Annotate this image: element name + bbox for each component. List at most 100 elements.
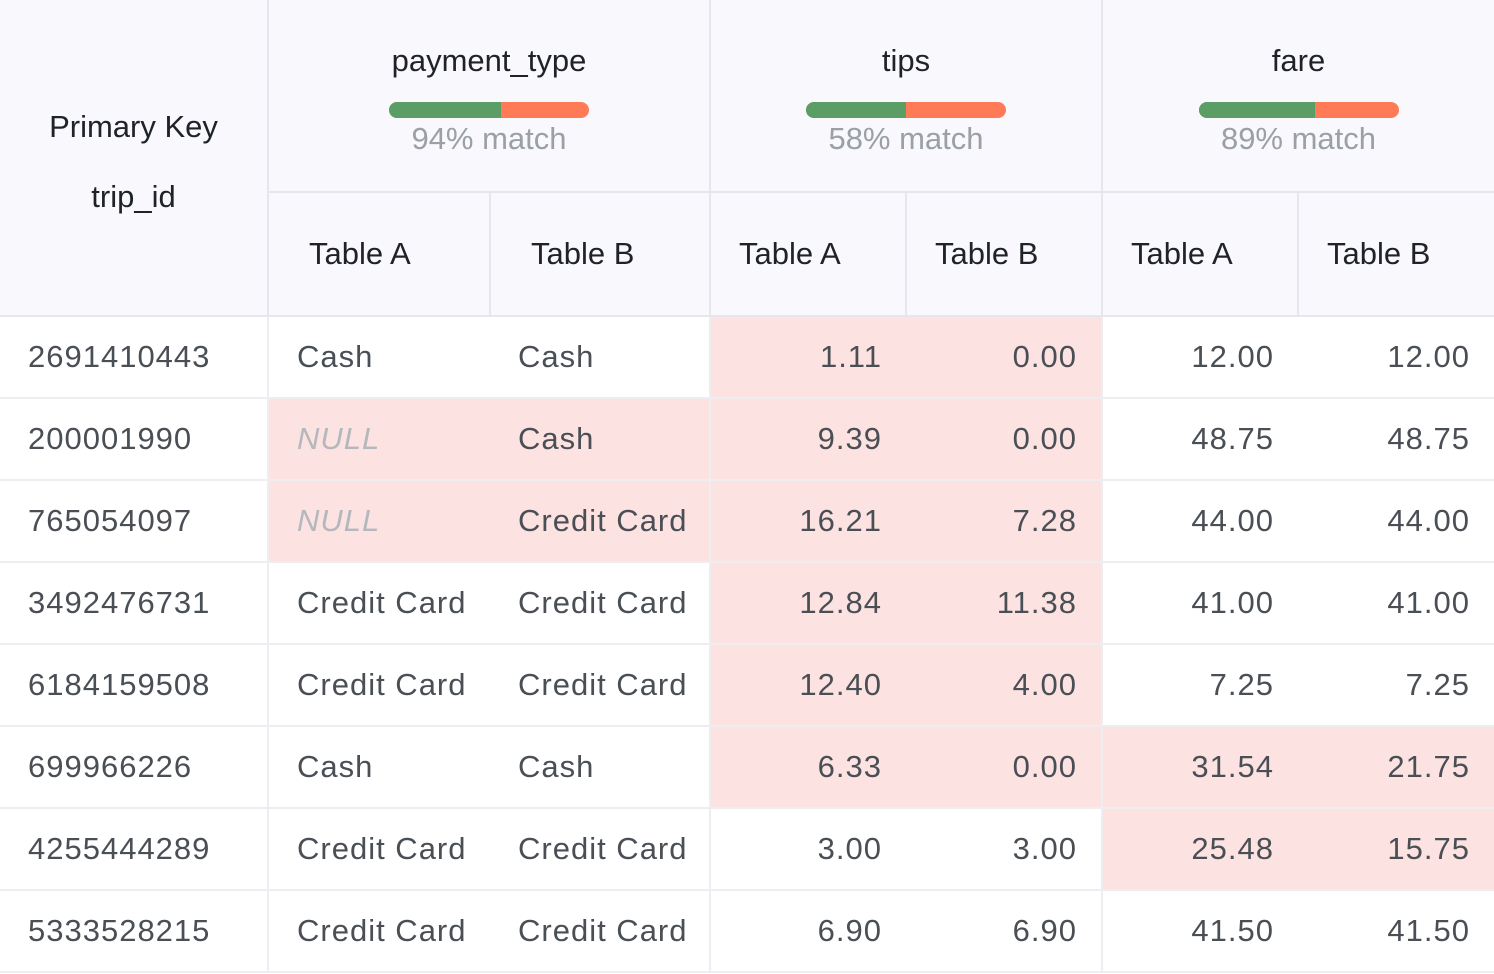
- cell-value: 1.11: [819, 339, 882, 374]
- cell-value: 6.90: [1012, 913, 1077, 948]
- column-name: payment_type: [391, 43, 587, 78]
- fare-b-cell: 21.75: [1298, 726, 1494, 809]
- fare-b-cell: 48.75: [1298, 398, 1494, 481]
- cell-value: 41.00: [1387, 585, 1470, 620]
- cell-value: 48.75: [1191, 421, 1274, 456]
- cell-value: Credit Card: [297, 667, 467, 702]
- tips-a-cell: 1.11: [710, 316, 906, 399]
- cell-value: 25.48: [1191, 831, 1274, 866]
- cell-value: Cash: [518, 339, 595, 374]
- payment-type-a-cell: Credit Card: [268, 644, 490, 727]
- primary-key-column: trip_id: [91, 178, 176, 214]
- trip-id-cell: 765054097: [0, 480, 269, 563]
- cell-value: 48.75: [1387, 421, 1470, 456]
- cell-value: 4.00: [1012, 667, 1077, 702]
- fare-a-cell: 7.25: [1102, 644, 1298, 727]
- tips-a-cell: 6.33: [710, 726, 906, 809]
- match-bar-fill: [1198, 102, 1315, 118]
- table-row: 2691410443 Cash Cash 1.11 0.00 12.00 12.00: [0, 316, 1494, 399]
- subheader-table-b: Table B: [1298, 192, 1494, 317]
- payment-type-b-cell: Credit Card: [490, 808, 711, 891]
- cell-value: 12.00: [1387, 339, 1470, 374]
- cell-value: 3492476731: [28, 585, 211, 620]
- cell-value: Cash: [297, 339, 374, 374]
- fare-a-cell: 48.75: [1102, 398, 1298, 481]
- subheader-table-a: Table A: [1102, 192, 1299, 317]
- match-bar: [1198, 102, 1399, 118]
- fare-b-cell: 44.00: [1298, 480, 1494, 563]
- table-row: 200001990 NULL Cash 9.39 0.00 48.75 48.75: [0, 398, 1494, 481]
- fare-a-cell: 41.50: [1102, 890, 1298, 973]
- payment-type-b-cell: Cash: [490, 316, 711, 399]
- payment-type-b-cell: Credit Card: [490, 480, 711, 563]
- cell-value: Cash: [518, 749, 595, 784]
- tips-b-cell: 0.00: [906, 316, 1103, 399]
- cell-value: 15.75: [1387, 831, 1470, 866]
- cell-value: 4255444289: [28, 831, 211, 866]
- match-bar-fill: [806, 102, 906, 118]
- null-value: NULL: [297, 503, 381, 538]
- tips-a-cell: 12.84: [710, 562, 906, 645]
- payment-type-b-cell: Credit Card: [490, 562, 711, 645]
- cell-value: 7.28: [1012, 503, 1077, 538]
- cell-value: 21.75: [1387, 749, 1470, 784]
- cell-value: 7.25: [1209, 667, 1274, 702]
- cell-value: 699966226: [28, 749, 193, 784]
- payment-type-a-cell: Credit Card: [268, 890, 490, 973]
- cell-value: Credit Card: [297, 831, 467, 866]
- trip-id-cell: 3492476731: [0, 562, 269, 645]
- cell-value: Credit Card: [518, 585, 688, 620]
- cell-value: 31.54: [1191, 749, 1274, 784]
- trip-id-cell: 200001990: [0, 398, 269, 481]
- cell-value: 7.25: [1405, 667, 1470, 702]
- fare-a-cell: 12.00: [1102, 316, 1298, 399]
- tips-a-cell: 9.39: [710, 398, 906, 481]
- cell-value: 41.50: [1387, 913, 1470, 948]
- tips-b-cell: 4.00: [906, 644, 1103, 727]
- fare-a-cell: 41.00: [1102, 562, 1298, 645]
- fare-b-cell: 15.75: [1298, 808, 1494, 891]
- tips-b-cell: 3.00: [906, 808, 1103, 891]
- fare-b-cell: 41.00: [1298, 562, 1494, 645]
- fare-b-cell: 41.50: [1298, 890, 1494, 973]
- null-value: NULL: [297, 421, 381, 456]
- trip-id-cell: 6184159508: [0, 644, 269, 727]
- column-group-fare: fare 89% match: [1102, 0, 1494, 193]
- cell-value: 41.50: [1191, 913, 1274, 948]
- subheader-table-a: Table A: [268, 192, 491, 317]
- tips-b-cell: 7.28: [906, 480, 1103, 563]
- trip-id-cell: 699966226: [0, 726, 269, 809]
- cell-value: 11.38: [996, 585, 1077, 620]
- table-row: 4255444289 Credit Card Credit Card 3.00 3.00…: [0, 808, 1494, 891]
- table-body: 2691410443 Cash Cash 1.11 0.00 12.00 12.00 2000…: [0, 316, 1494, 973]
- cell-value: 3.00: [1012, 831, 1077, 866]
- table-row: 6184159508 Credit Card Credit Card 12.40 4.0…: [0, 644, 1494, 727]
- tips-a-cell: 12.40: [710, 644, 906, 727]
- tips-b-cell: 11.38: [906, 562, 1103, 645]
- table-row: 699966226 Cash Cash 6.33 0.00 31.54 21.75: [0, 726, 1494, 809]
- cell-value: Cash: [297, 749, 374, 784]
- trip-id-cell: 5333528215: [0, 890, 269, 973]
- table-row: 5333528215 Credit Card Credit Card 6.90 6.90…: [0, 890, 1494, 973]
- match-percent: 94% match: [411, 121, 567, 156]
- cell-value: Credit Card: [518, 913, 688, 948]
- payment-type-a-cell: NULL: [268, 398, 490, 481]
- fare-a-cell: 31.54: [1102, 726, 1298, 809]
- match-percent: 89% match: [1220, 121, 1377, 156]
- tips-b-cell: 0.00: [906, 726, 1103, 809]
- payment-type-b-cell: Cash: [490, 398, 711, 481]
- trip-id-cell: 4255444289: [0, 808, 269, 891]
- cell-value: 0.00: [1012, 421, 1077, 456]
- column-name: tips: [881, 43, 931, 78]
- subheader-table-b: Table B: [490, 192, 711, 317]
- subheader-table-a: Table A: [710, 192, 907, 317]
- cell-value: Credit Card: [518, 503, 688, 538]
- cell-value: 0.00: [1012, 339, 1077, 374]
- table-row: 3492476731 Credit Card Credit Card 12.84 11.…: [0, 562, 1494, 645]
- trip-id-cell: 2691410443: [0, 316, 269, 399]
- cell-value: 5333528215: [28, 913, 211, 948]
- match-percent: 58% match: [828, 121, 984, 156]
- payment-type-a-cell: Credit Card: [268, 562, 490, 645]
- cell-value: 44.00: [1191, 503, 1274, 538]
- cell-value: Credit Card: [518, 831, 688, 866]
